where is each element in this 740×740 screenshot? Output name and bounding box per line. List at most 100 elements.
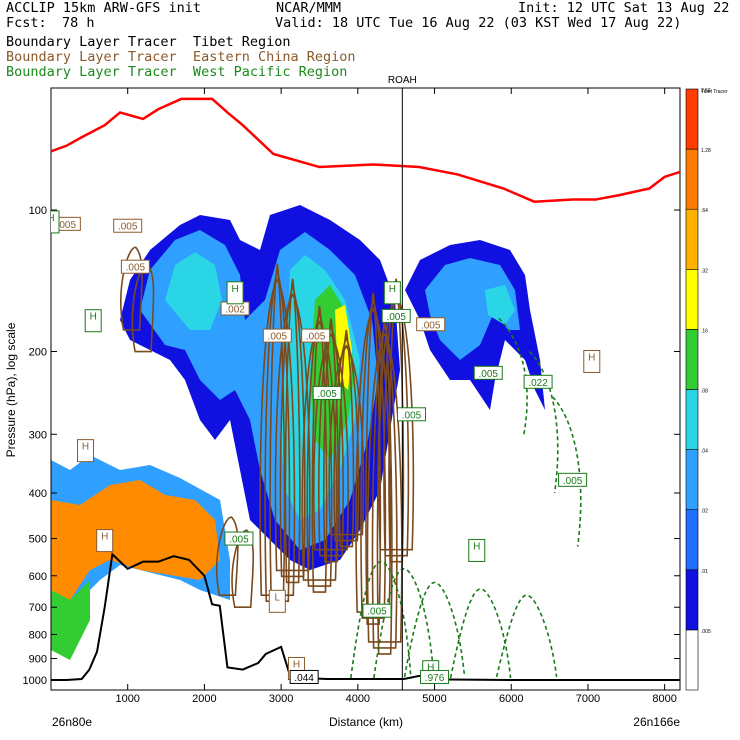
eastern-china-contour bbox=[371, 324, 398, 649]
shading-low-orange-core bbox=[51, 480, 220, 600]
field-label-box bbox=[381, 308, 411, 323]
field-label-box bbox=[84, 309, 102, 333]
x-tick-label: 7000 bbox=[576, 693, 600, 705]
field-label: .005 bbox=[563, 476, 583, 487]
field-label-box bbox=[383, 281, 401, 305]
colorbar-label: .16 bbox=[701, 328, 708, 334]
y-tick-label: 700 bbox=[29, 602, 47, 614]
eastern-china-contour bbox=[365, 292, 382, 625]
eastern-china-contour bbox=[231, 529, 255, 609]
field-label: H bbox=[427, 663, 434, 674]
y-axis: 100 200 300 400 500 600 700 800 900 1000 bbox=[23, 205, 680, 687]
eastern-china-contour bbox=[366, 332, 403, 643]
x-tick-label: 4000 bbox=[346, 693, 370, 705]
field-label-box bbox=[473, 365, 503, 380]
eastern-china-contour bbox=[328, 344, 365, 536]
colorbar-label: .04 bbox=[701, 449, 708, 455]
y-tick-label: 200 bbox=[29, 347, 47, 359]
field-label: .005 bbox=[126, 263, 146, 274]
y-tick-label: 600 bbox=[29, 571, 47, 583]
field-label: H bbox=[293, 659, 300, 670]
field-label: .005 bbox=[57, 220, 77, 231]
eastern-china-contour bbox=[313, 332, 349, 551]
field-label-box bbox=[113, 218, 143, 233]
eastern-china-contour bbox=[360, 298, 387, 619]
eastern-china-contour bbox=[338, 329, 355, 548]
west-pacific-contour bbox=[449, 588, 512, 679]
left-endpoint: 26n80e bbox=[52, 715, 92, 729]
y-tick-label: 900 bbox=[29, 654, 47, 666]
eastern-china-contour bbox=[264, 269, 291, 603]
colorbar-swatch bbox=[685, 88, 699, 150]
colorbar-swatch bbox=[685, 268, 699, 330]
field-label-box bbox=[312, 385, 342, 400]
colorbar-label: .32 bbox=[701, 268, 708, 274]
field-label-box bbox=[51, 210, 60, 234]
west-pacific-contour bbox=[350, 560, 412, 679]
right-endpoint: 26n166e bbox=[633, 715, 680, 729]
terrain-line bbox=[51, 552, 680, 682]
field-label: H bbox=[47, 213, 54, 224]
field-label-box bbox=[468, 538, 486, 562]
colorbar-swatch bbox=[685, 449, 699, 511]
field-label-box bbox=[301, 328, 331, 343]
y-tick-label: 500 bbox=[29, 534, 47, 546]
eastern-china-contour bbox=[333, 335, 360, 542]
field-label-box bbox=[583, 349, 601, 373]
shading-right-blob-cyan bbox=[485, 285, 515, 325]
eastern-china-contour bbox=[322, 318, 339, 563]
eastern-china-contour bbox=[306, 311, 333, 587]
eastern-china-contour bbox=[274, 293, 311, 572]
field-label: .044 bbox=[294, 673, 314, 684]
center-name: NCAR/MMM bbox=[276, 0, 342, 16]
colorbar-swatch bbox=[685, 569, 699, 631]
plot-frame bbox=[50, 87, 681, 691]
colorbar-swatch bbox=[685, 629, 699, 691]
eastern-china-contour bbox=[216, 516, 239, 597]
field-label-box bbox=[362, 603, 392, 618]
shading-upper-left-cyan bbox=[165, 252, 360, 520]
y-tick-label: 1000 bbox=[23, 675, 47, 687]
west-pacific-contour bbox=[529, 350, 559, 494]
y-tick-label: 100 bbox=[29, 205, 47, 217]
legend-eastern-china: Boundary Layer Tracer Eastern China Regi… bbox=[6, 49, 356, 65]
field-label-box bbox=[420, 669, 450, 684]
eastern-china-contour bbox=[311, 305, 328, 593]
colorbar-swatch bbox=[685, 329, 699, 390]
tropopause-line bbox=[51, 97, 680, 203]
x-tick-label: 3000 bbox=[269, 693, 293, 705]
eastern-china-contour bbox=[388, 278, 405, 563]
field-label-box bbox=[397, 407, 427, 422]
field-label: .976 bbox=[425, 673, 445, 684]
field-label: .005 bbox=[386, 312, 406, 323]
eastern-china-contour bbox=[355, 307, 392, 613]
x-tick-label: 2000 bbox=[192, 693, 216, 705]
colorbar-swatch bbox=[685, 208, 699, 270]
eastern-china-contour bbox=[318, 324, 344, 557]
x-tick-label: 6000 bbox=[499, 693, 523, 705]
field-label: .005 bbox=[421, 320, 441, 331]
legend-tibet: Boundary Layer Tracer Tibet Region bbox=[6, 34, 291, 50]
field-label: H bbox=[231, 284, 238, 295]
field-labels: .005 .005 .005 .005 .005 .005 .005 .005 .005 .005… bbox=[47, 210, 601, 684]
field-label-box bbox=[523, 374, 553, 389]
colorbar-title: Tibet Tracer bbox=[701, 89, 728, 95]
shading-right-blob-mid bbox=[425, 258, 520, 360]
colorbar-label: .005 bbox=[701, 629, 711, 635]
shading-low-green bbox=[51, 580, 90, 660]
roah-marker-label: ROAH bbox=[388, 75, 417, 86]
y-tick-label: 400 bbox=[29, 488, 47, 500]
west-pacific-contour bbox=[552, 396, 582, 547]
eastern-china-contour bbox=[284, 278, 301, 584]
field-label-box bbox=[558, 472, 588, 487]
eastern-china-contour bbox=[301, 320, 338, 581]
eastern-china-contour bbox=[259, 278, 296, 597]
colorbar-label: .08 bbox=[701, 389, 708, 395]
model-title: ACCLIP 15km ARW-GFS init bbox=[6, 0, 202, 16]
y-tick-label: 800 bbox=[29, 629, 47, 641]
colorbar-swatch bbox=[685, 509, 699, 571]
y-tick-label: 300 bbox=[29, 429, 47, 441]
field-label-box bbox=[289, 669, 319, 684]
field-label-box bbox=[262, 328, 292, 343]
